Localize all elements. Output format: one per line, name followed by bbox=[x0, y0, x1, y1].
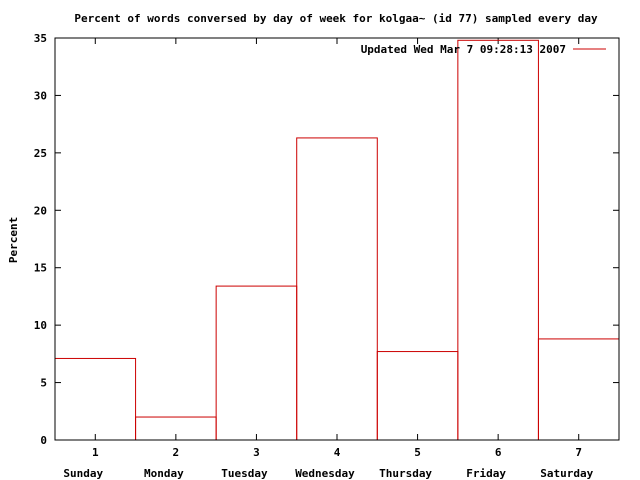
plot-area: 0 5 10 15 20 25 30 35 1 Sunday 2 Monday 3 Tuesday 4 Wed… bbox=[34, 32, 620, 480]
day-label: Tuesday bbox=[221, 467, 268, 480]
x-tick-label: 7 bbox=[575, 446, 582, 459]
y-tick-label: 5 bbox=[40, 377, 47, 390]
bar bbox=[457, 39, 539, 441]
chart-title: Percent of words conversed by day of wee… bbox=[74, 12, 598, 25]
bar bbox=[215, 285, 298, 441]
day-label: Thursday bbox=[379, 467, 432, 480]
day-label: Saturday bbox=[540, 467, 593, 480]
y-tick-label: 25 bbox=[34, 147, 47, 160]
day-label: Friday bbox=[466, 467, 506, 480]
x-tick-label: 3 bbox=[253, 446, 260, 459]
y-tick-label: 15 bbox=[34, 262, 47, 275]
x-tick-label: 4 bbox=[334, 446, 341, 459]
y-axis-label: Percent bbox=[7, 217, 20, 263]
bar bbox=[537, 338, 620, 441]
x-tick-label: 6 bbox=[495, 446, 502, 459]
y-tick-label: 0 bbox=[40, 434, 47, 447]
legend-label: Updated Wed Mar 7 09:28:13 2007 bbox=[361, 43, 566, 56]
day-label: Monday bbox=[144, 467, 184, 480]
x-tick-label: 5 bbox=[414, 446, 421, 459]
bar bbox=[296, 137, 378, 441]
y-tick-label: 35 bbox=[34, 32, 47, 45]
x-tick-label: 2 bbox=[173, 446, 180, 459]
x-tick-label: 1 bbox=[92, 446, 99, 459]
plot-frame bbox=[54, 37, 620, 441]
day-label: Wednesday bbox=[295, 467, 355, 480]
y-tick-label: 10 bbox=[34, 319, 47, 332]
bar bbox=[54, 357, 137, 441]
day-label: Sunday bbox=[63, 467, 103, 480]
y-tick-label: 30 bbox=[34, 89, 47, 102]
bar bbox=[376, 351, 459, 441]
y-tick-label: 20 bbox=[34, 204, 47, 217]
